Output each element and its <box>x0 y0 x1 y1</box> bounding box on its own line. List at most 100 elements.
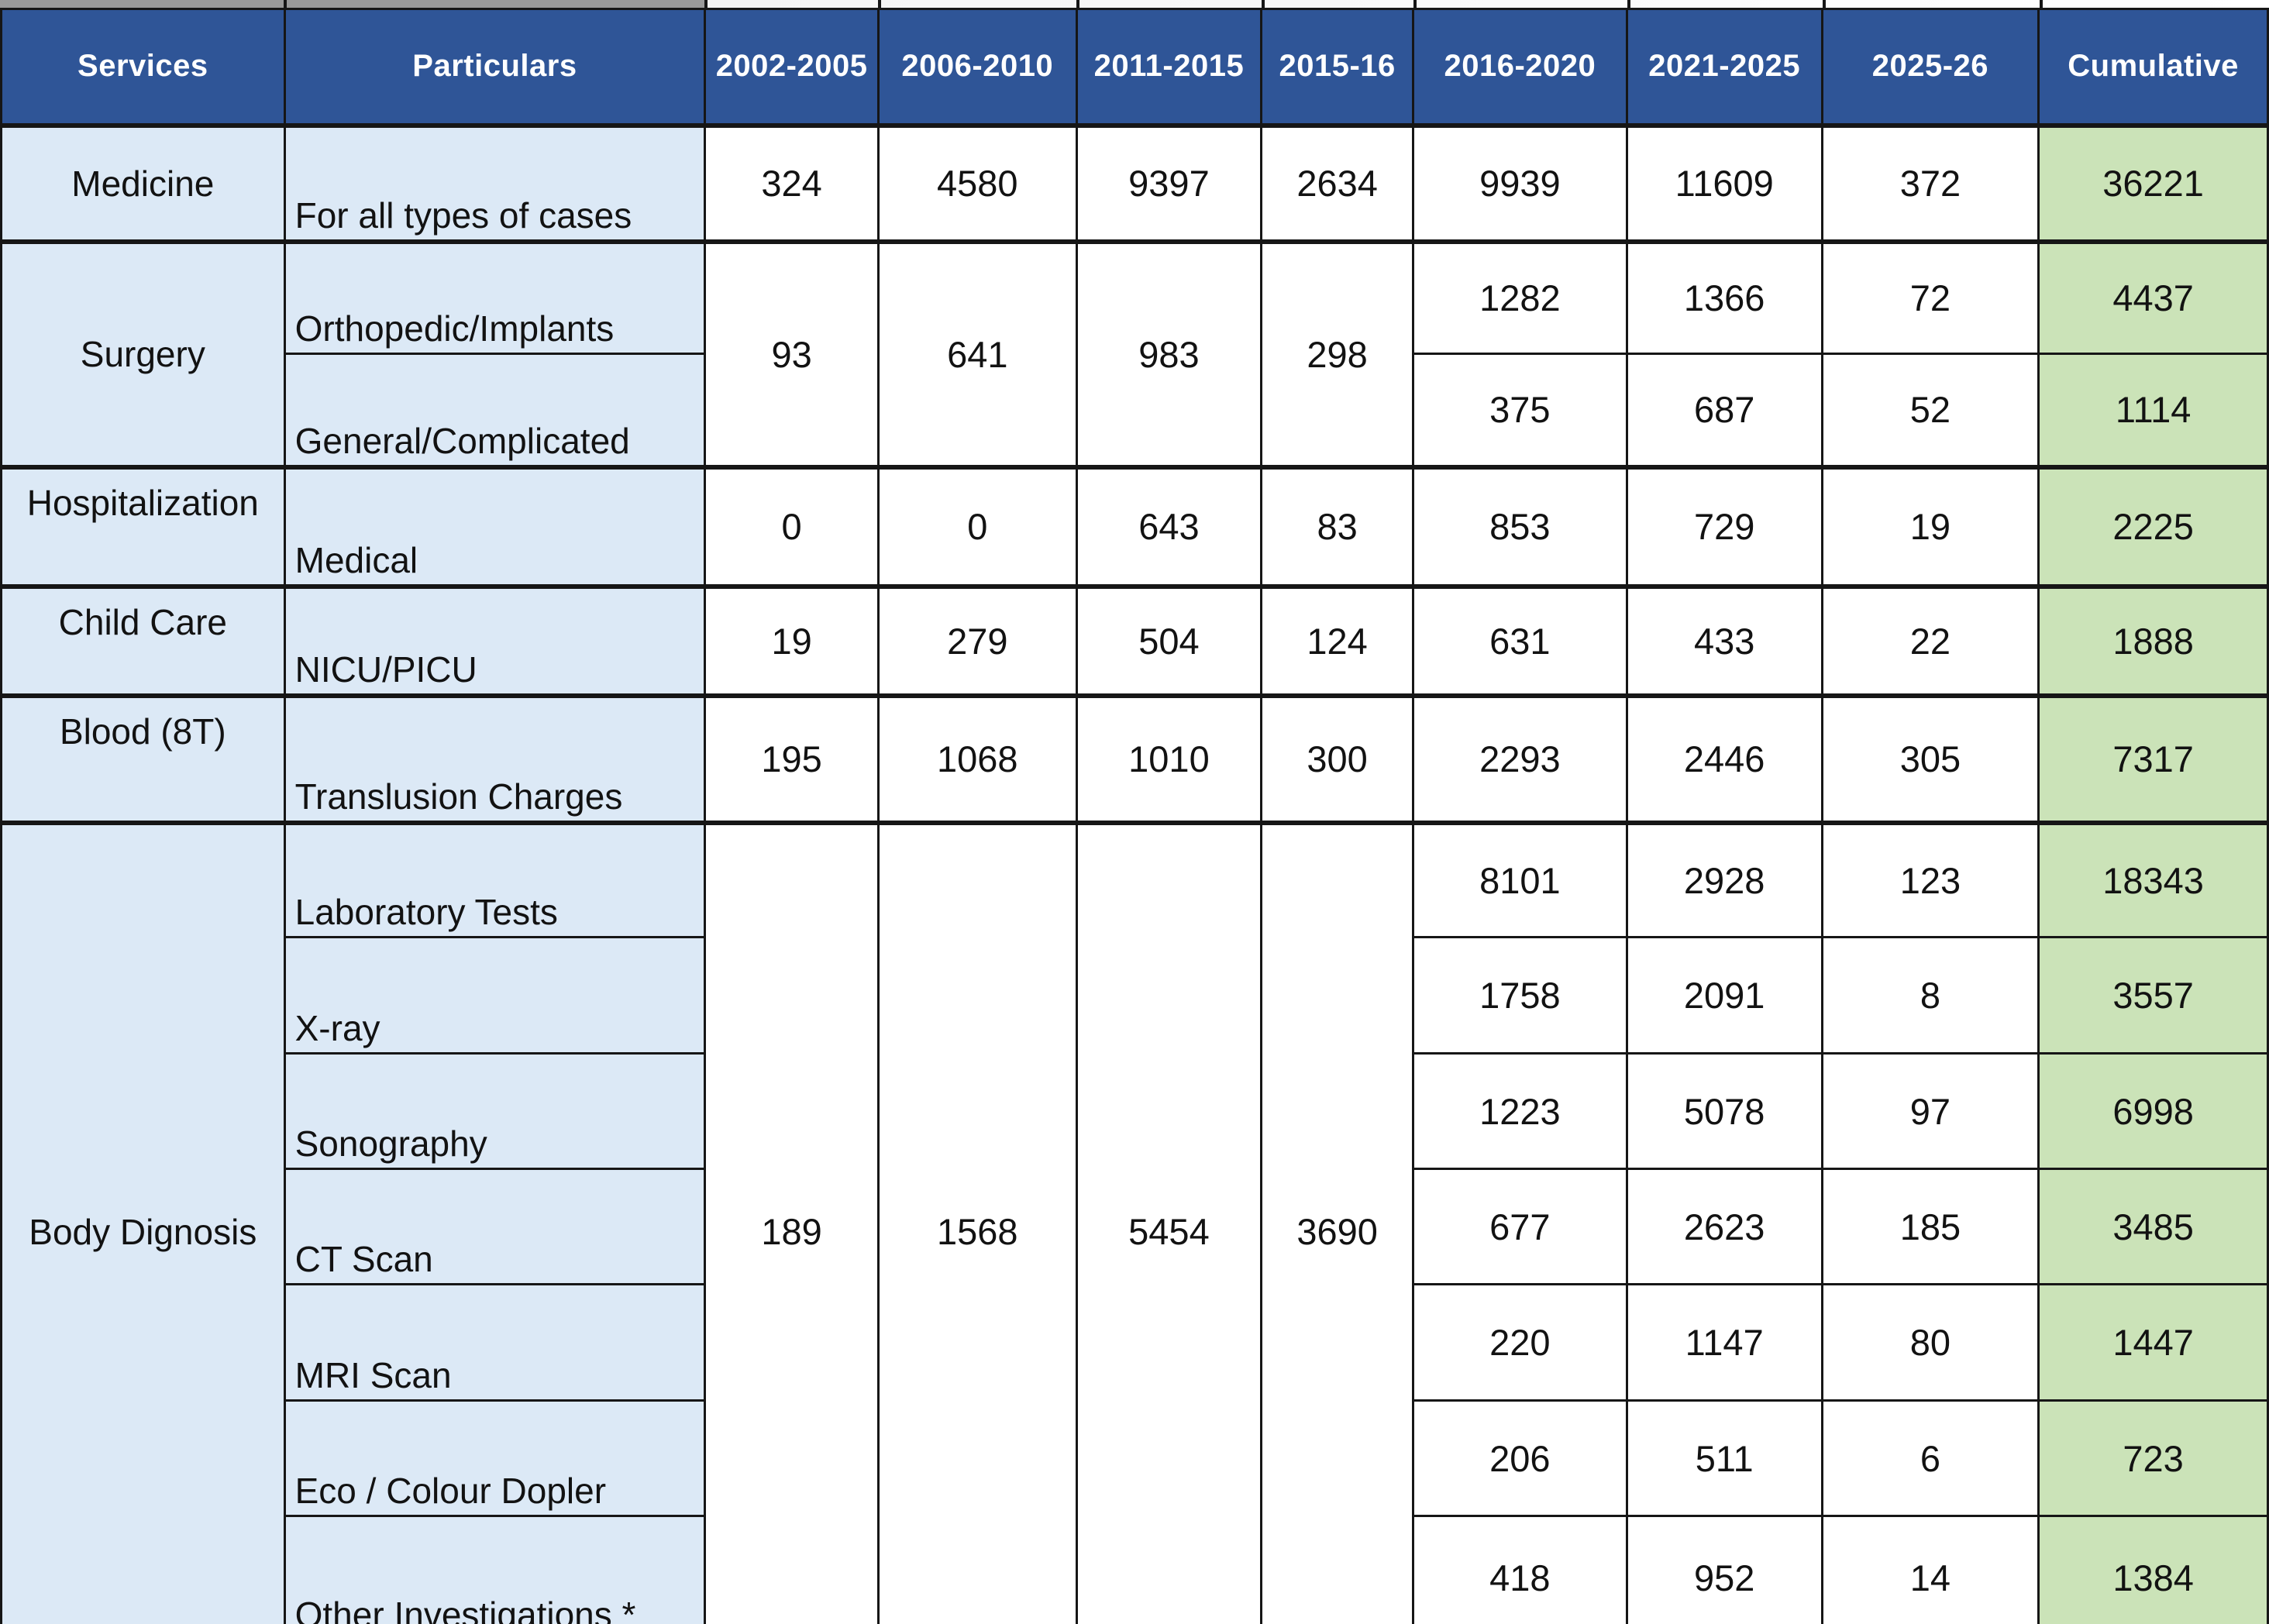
particular-cell-mri-scan: MRI Scan <box>283 1283 707 1402</box>
value-cell: 4580 <box>876 122 1078 243</box>
value-cell: 952 <box>1625 1515 1823 1624</box>
table-row: Other Investigations * 418 952 14 1384 <box>2 1515 2269 1624</box>
particular-cell-for-all-types-of-cases: For all types of cases <box>283 122 707 243</box>
cumulative-cell: 1384 <box>2037 1515 2269 1624</box>
value-cell: 19 <box>704 583 880 697</box>
value-cell: 511 <box>1625 1399 1823 1517</box>
table-row: CT Scan 677 2623 185 3485 <box>2 1168 2269 1285</box>
cumulative-cell: 4437 <box>2037 239 2269 355</box>
value-cell: 1223 <box>1411 1052 1628 1170</box>
value-cell: 8 <box>1820 936 2040 1055</box>
service-cell-body-dignosis: Body Dignosis <box>0 820 286 1624</box>
particular-cell-eco-colour-dopler: Eco / Colour Dopler <box>283 1399 707 1517</box>
table-row: MRI Scan 220 1147 80 1447 <box>2 1283 2269 1402</box>
column-header-2002-2005: 2002-2005 <box>704 8 880 127</box>
column-header-particulars: Particulars <box>283 8 707 127</box>
value-cell: 206 <box>1411 1399 1628 1517</box>
particular-cell-other-investigations: Other Investigations * <box>283 1515 707 1624</box>
value-cell: 6 <box>1820 1399 2040 1517</box>
value-cell: 2293 <box>1411 693 1628 824</box>
cumulative-cell: 1888 <box>2037 583 2269 697</box>
value-cell: 80 <box>1820 1283 2040 1402</box>
cumulative-cell: 723 <box>2037 1399 2269 1517</box>
column-border-tick <box>284 0 287 8</box>
value-cell: 185 <box>1820 1168 2040 1285</box>
particular-cell-medical: Medical <box>283 464 707 587</box>
value-cell: 9939 <box>1411 122 1628 243</box>
value-cell: 5078 <box>1625 1052 1823 1170</box>
cumulative-cell: 18343 <box>2037 820 2269 938</box>
cumulative-cell: 3485 <box>2037 1168 2269 1285</box>
particular-cell-x-ray: X-ray <box>283 936 707 1055</box>
table-row: Eco / Colour Dopler 206 511 6 723 <box>2 1399 2269 1517</box>
value-cell: 1068 <box>876 693 1078 824</box>
value-cell: 0 <box>704 464 880 587</box>
service-cell-child-care: Child Care <box>0 583 286 697</box>
value-cell: 22 <box>1820 583 2040 697</box>
value-cell: 72 <box>1820 239 2040 355</box>
table-row: Blood (8T) Translusion Charges 195 1068 1010… <box>0 693 2269 824</box>
column-header-2016-2020: 2016-2020 <box>1411 8 1628 127</box>
value-cell: 504 <box>1075 583 1263 697</box>
merged-value-cell: 1568 <box>876 820 1078 1624</box>
merged-value-cell: 641 <box>876 239 1078 468</box>
particular-cell-orthopedic-implants: Orthopedic/Implants <box>283 239 707 355</box>
value-cell: 11609 <box>1625 122 1823 243</box>
value-cell: 2928 <box>1625 820 1823 938</box>
value-cell: 123 <box>1820 820 2040 938</box>
value-cell: 2091 <box>1625 936 1823 1055</box>
value-cell: 14 <box>1820 1515 2040 1624</box>
table-row: Sonography 1223 5078 97 6998 <box>2 1052 2269 1170</box>
table-row: X-ray 1758 2091 8 3557 <box>2 936 2269 1055</box>
value-cell: 279 <box>876 583 1078 697</box>
table-row: Body Dignosis Laboratory Tests 189 1568 5454… <box>0 820 2269 1624</box>
value-cell: 2446 <box>1625 693 1823 824</box>
particular-cell-laboratory-tests: Laboratory Tests <box>283 820 707 938</box>
value-cell: 9397 <box>1075 122 1263 243</box>
services-table: Services Particulars 2002-2005 2006-2010 201… <box>0 8 2269 1624</box>
column-border-tick <box>1627 0 1630 8</box>
particular-cell-general-complicated: General/Complicated <box>283 353 707 468</box>
cumulative-cell: 7317 <box>2037 693 2269 824</box>
column-header-2011-2015: 2011-2015 <box>1075 8 1263 127</box>
column-header-2015-16: 2015-16 <box>1260 8 1414 127</box>
particular-cell-nicu-picu: NICU/PICU <box>283 583 707 697</box>
table-row: Medicine For all types of cases 324 4580 939… <box>0 122 2269 243</box>
value-cell: 687 <box>1625 353 1823 468</box>
table-row: Surgery Orthopedic/Implants 93 641 983 298 128… <box>0 239 2269 468</box>
column-header-services: Services <box>0 8 286 127</box>
service-cell-medicine: Medicine <box>0 122 286 243</box>
value-cell: 2623 <box>1625 1168 1823 1285</box>
value-cell: 305 <box>1820 693 2040 824</box>
particular-cell-sonography: Sonography <box>283 1052 707 1170</box>
service-cell-surgery: Surgery <box>0 239 286 468</box>
column-border-tick <box>1076 0 1080 8</box>
service-cell-hospitalization: Hospitalization <box>0 464 286 587</box>
value-cell: 8101 <box>1411 820 1628 938</box>
top-strip <box>0 0 2269 8</box>
column-header-cumulative: Cumulative <box>2037 8 2269 127</box>
value-cell: 1282 <box>1411 239 1628 355</box>
column-border-tick <box>878 0 882 8</box>
cumulative-cell: 3557 <box>2037 936 2269 1055</box>
particular-cell-ct-scan: CT Scan <box>283 1168 707 1285</box>
value-cell: 729 <box>1625 464 1823 587</box>
value-cell: 853 <box>1411 464 1628 587</box>
value-cell: 220 <box>1411 1283 1628 1402</box>
value-cell: 1147 <box>1625 1283 1823 1402</box>
table-row: General/Complicated 375 687 52 1114 <box>2 353 2269 468</box>
value-cell: 97 <box>1820 1052 2040 1170</box>
value-cell: 677 <box>1411 1168 1628 1285</box>
column-header-2025-26: 2025-26 <box>1820 8 2040 127</box>
value-cell: 83 <box>1260 464 1414 587</box>
value-cell: 1366 <box>1625 239 1823 355</box>
merged-value-cell: 189 <box>704 820 880 1624</box>
value-cell: 195 <box>704 693 880 824</box>
column-border-tick <box>1823 0 1827 8</box>
merged-value-cell: 983 <box>1075 239 1263 468</box>
value-cell: 631 <box>1411 583 1628 697</box>
value-cell: 2634 <box>1260 122 1414 243</box>
cumulative-cell: 6998 <box>2037 1052 2269 1170</box>
column-border-tick <box>1413 0 1417 8</box>
value-cell: 300 <box>1260 693 1414 824</box>
